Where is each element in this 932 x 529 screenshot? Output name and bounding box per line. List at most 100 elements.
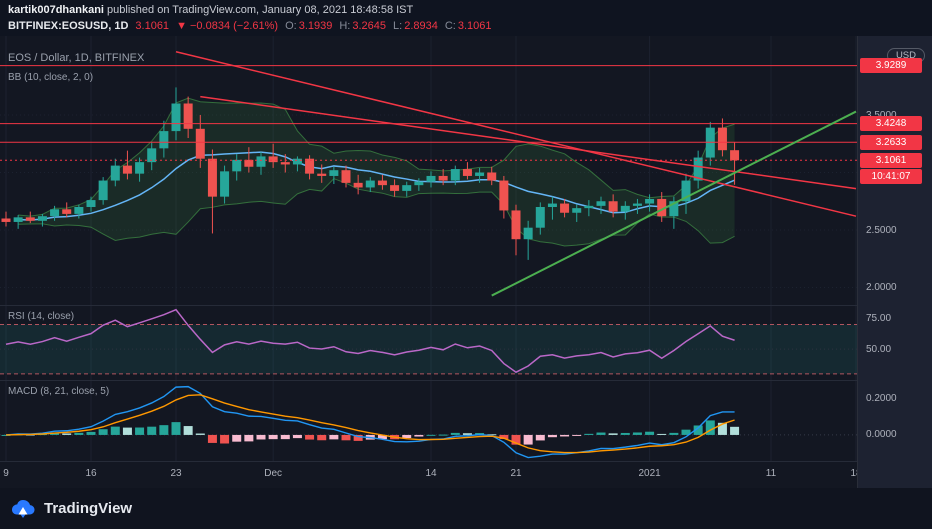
publish-info: published on TradingView.com, January 08… <box>104 4 414 16</box>
symbol-name[interactable]: BITFINEX:EOSUSD, 1D <box>8 20 129 32</box>
price-change: ▼ −0.0834 (−2.61%) <box>176 20 279 32</box>
candle-body <box>317 173 327 176</box>
rsi-indicator-label[interactable]: RSI (14, close) <box>8 311 75 322</box>
footer: TradingView <box>0 488 932 529</box>
candle-body <box>572 208 582 213</box>
candle-body <box>159 131 169 149</box>
candle-body <box>377 180 387 186</box>
price-tick-2.5000: 2.5000 <box>866 224 897 236</box>
candle-body <box>414 181 424 186</box>
macd-hist-bar <box>74 432 84 435</box>
macd-hist-bar <box>244 434 254 442</box>
time-label-18: 18 <box>850 468 862 479</box>
candle-body <box>62 209 72 214</box>
candle-body <box>135 162 145 174</box>
tradingview-logo[interactable] <box>10 499 36 519</box>
chart-title[interactable]: EOS / Dollar, 1D, BITFINEX <box>8 52 145 64</box>
trend_red-trendline[interactable] <box>175 51 857 217</box>
publish-info-row: kartik007dhankani published on TradingVi… <box>8 3 924 18</box>
candle-body <box>426 175 436 182</box>
candle-body <box>511 210 521 240</box>
pane-divider[interactable] <box>0 461 857 462</box>
macd-hist-bar <box>232 434 242 442</box>
candle-body <box>256 156 266 167</box>
bb-middle-line <box>18 151 735 221</box>
candles-layer[interactable] <box>1 87 740 260</box>
high-value: 3.2645 <box>352 20 387 32</box>
price-axis[interactable]: USD 3.5000 2.5000 2.0000 75.00 50.00 0.2000 0.… <box>857 36 932 488</box>
trend_green-trendline[interactable] <box>491 110 857 297</box>
macd-hist-bar <box>584 433 594 435</box>
candle-body <box>693 157 703 181</box>
candle-body <box>329 170 339 176</box>
macd-hist-bar <box>535 434 545 441</box>
candle-body <box>122 165 132 174</box>
chart-area[interactable]: EOS / Dollar, 1D, BITFINEX BB (10, close… <box>0 36 862 488</box>
macd-hist-bar <box>669 432 679 435</box>
macd-hist-bar <box>572 434 582 436</box>
macd-hist-bar <box>705 420 715 435</box>
main-pane-legend: EOS / Dollar, 1D, BITFINEX BB (10, close… <box>8 52 144 83</box>
macd-hist-bar <box>426 434 436 436</box>
candle-body <box>681 180 691 202</box>
macd-hist-bar <box>693 425 703 435</box>
macd-hist-bar <box>608 433 618 435</box>
candle-body <box>232 159 242 172</box>
candle-body <box>499 180 509 211</box>
candle-body <box>365 180 375 188</box>
macd-tick-0.2000: 0.2000 <box>866 393 897 405</box>
macd-hist-bar <box>110 426 120 435</box>
macd-tick-0.0000: 0.0000 <box>866 429 897 441</box>
pane-divider[interactable] <box>0 380 857 381</box>
macd-hist-bar <box>462 433 472 435</box>
macd-hist-bar <box>183 426 193 435</box>
macd-indicator-label[interactable]: MACD (8, 21, close, 5) <box>8 386 110 397</box>
publisher-name[interactable]: kartik007dhankani <box>8 4 104 16</box>
open-pair: O: 3.1939 <box>285 18 332 34</box>
bar-close-countdown: 10:41:07 <box>860 168 922 184</box>
close-label: C: <box>444 20 456 32</box>
candle-body <box>341 170 351 183</box>
low-value: 2.8934 <box>404 20 438 32</box>
candle-body <box>402 185 412 191</box>
candle-body <box>608 201 618 212</box>
time-axis[interactable]: 9 16 23 Dec 14 21 2021 11 18 <box>0 462 862 488</box>
macd-hist-bar <box>98 429 108 435</box>
macd-hist-bar <box>256 434 266 440</box>
candle-body <box>110 165 120 181</box>
time-label-11: 11 <box>765 468 777 479</box>
macd-hist-bar <box>195 433 205 435</box>
macd-hist-bar <box>329 434 339 440</box>
candle-body <box>244 159 254 167</box>
macd-hist-bar <box>511 434 521 445</box>
time-label-21: 21 <box>510 468 522 479</box>
macd-hist-bar <box>499 434 509 439</box>
candle-body <box>717 127 727 151</box>
bb-indicator-label[interactable]: BB (10, close, 2, 0) <box>8 72 94 83</box>
candle-body <box>86 200 96 207</box>
pane-divider[interactable] <box>0 305 857 306</box>
rsi-pane[interactable] <box>0 306 857 380</box>
candle-body <box>390 185 400 191</box>
time-label-23: 23 <box>170 468 182 479</box>
macd-hist-bar <box>135 427 145 435</box>
macd-hist-bar <box>1 434 11 436</box>
tradingview-brand[interactable]: TradingView <box>44 500 133 517</box>
trend_red-trendline[interactable] <box>200 95 857 190</box>
macd-hist-bar <box>632 432 642 435</box>
macd-pane[interactable] <box>0 381 857 461</box>
trendlines <box>175 51 857 297</box>
price-label-3.9289: 3.9289 <box>860 58 922 74</box>
candle-body <box>74 207 84 214</box>
macd-hist-bar <box>560 434 570 437</box>
macd-hist-bar <box>268 434 278 440</box>
price-pane[interactable] <box>0 36 857 305</box>
rsi-line <box>5 308 735 374</box>
candle-body <box>98 180 108 201</box>
macd-hist-bar <box>681 429 691 435</box>
macd-hist-bar <box>402 434 412 438</box>
candle-body <box>523 227 533 240</box>
candle-body <box>438 175 448 181</box>
symbol-bar: BITFINEX:EOSUSD, 1D 3.1061 ▼ −0.0834 (−2… <box>8 18 924 34</box>
